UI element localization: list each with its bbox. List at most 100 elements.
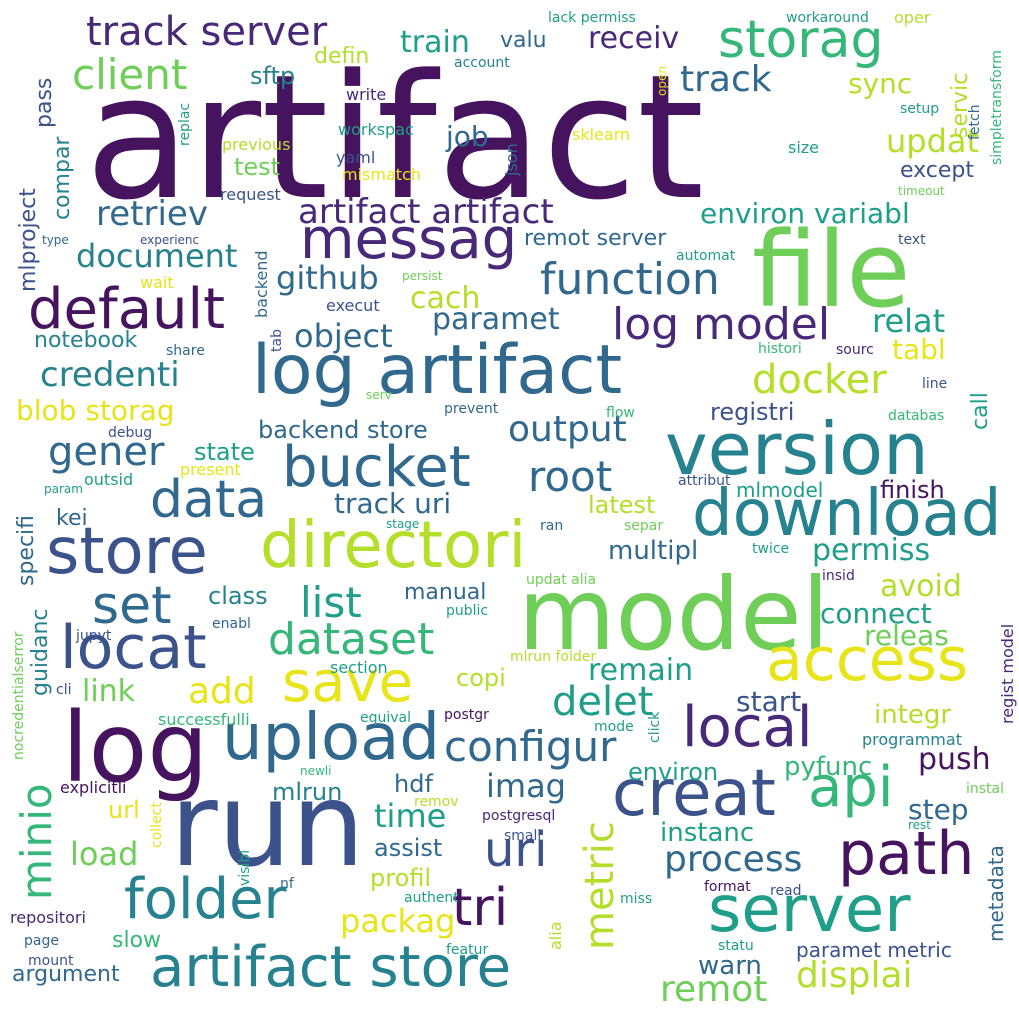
cloud-word: document xyxy=(76,237,238,275)
cloud-word: backend xyxy=(252,250,271,318)
cloud-word: present xyxy=(180,460,241,479)
cloud-word: explicitli xyxy=(60,778,127,797)
cloud-word: avoid xyxy=(880,569,962,604)
cloud-word: replac xyxy=(177,102,193,146)
cloud-word: instanc xyxy=(660,818,755,848)
cloud-word: successfulli xyxy=(158,710,250,729)
cloud-word: size xyxy=(788,138,820,157)
cloud-word: public xyxy=(446,603,489,619)
cloud-word: execut xyxy=(326,296,380,315)
cloud-word: share xyxy=(166,343,205,359)
cloud-word: mode xyxy=(594,719,634,735)
cloud-word: creat xyxy=(612,757,776,831)
cloud-word: multipl xyxy=(608,536,699,566)
cloud-word: text xyxy=(898,232,926,248)
cloud-word: version xyxy=(665,407,929,491)
cloud-word: sftp xyxy=(250,62,296,90)
cloud-word: imag xyxy=(486,767,566,805)
cloud-word: warn xyxy=(698,951,762,981)
cloud-word: upload xyxy=(222,701,440,775)
cloud-word: environ xyxy=(628,758,719,786)
cloud-word: metadata xyxy=(984,845,1008,942)
cloud-word: sync xyxy=(848,67,913,100)
cloud-word: oper xyxy=(894,8,931,27)
cloud-word: artifact artifact xyxy=(298,192,554,232)
cloud-word: rest xyxy=(908,818,932,832)
cloud-word: gener xyxy=(48,429,165,475)
cloud-word: authent xyxy=(404,890,459,906)
cloud-word: setup xyxy=(900,101,940,117)
cloud-word: messag xyxy=(300,207,518,272)
cloud-word: account xyxy=(454,55,510,71)
cloud-word: path xyxy=(838,819,975,889)
cloud-word: slow xyxy=(112,928,162,953)
cloud-word: integr xyxy=(874,700,952,730)
cloud-word: experienc xyxy=(140,233,200,247)
cloud-word: compar xyxy=(50,136,75,220)
cloud-word: dataset xyxy=(268,614,435,665)
cloud-word: start xyxy=(736,685,802,718)
cloud-word: time xyxy=(374,797,447,835)
cloud-word: list xyxy=(300,578,362,627)
cloud-word: equival xyxy=(360,710,412,726)
cloud-word: latest xyxy=(588,491,656,519)
cloud-word: jupyt xyxy=(76,628,112,644)
cloud-word: copi xyxy=(456,664,506,692)
cloud-word: step xyxy=(908,793,969,826)
cloud-word: write xyxy=(346,85,387,104)
cloud-word: track server xyxy=(86,9,328,55)
cloud-word: repositori xyxy=(10,908,86,927)
cloud-word: remov xyxy=(414,794,459,810)
cloud-word: updat alia xyxy=(526,572,597,588)
cloud-word: postgresql xyxy=(482,808,556,824)
cloud-word: server xyxy=(708,873,911,947)
cloud-word: call xyxy=(968,392,993,430)
cloud-word: permiss xyxy=(812,533,931,568)
cloud-word: click xyxy=(647,711,663,743)
cloud-word: workspac xyxy=(338,120,414,139)
cloud-word: profil xyxy=(370,864,432,892)
cloud-word: nocredentialserror xyxy=(11,631,27,760)
cloud-word: collect xyxy=(149,802,165,848)
cloud-word: mlrun xyxy=(272,778,343,806)
cloud-word: pyfunc xyxy=(784,752,873,782)
cloud-word: storag xyxy=(718,10,884,70)
cloud-word: root xyxy=(528,452,613,501)
cloud-word: retriev xyxy=(96,194,208,234)
cloud-word: sklearn xyxy=(572,125,631,144)
cloud-word: displai xyxy=(796,955,913,996)
cloud-word: param xyxy=(44,482,83,496)
cloud-word: output xyxy=(508,409,627,450)
cloud-word: miss xyxy=(620,891,653,907)
cloud-word: debug xyxy=(108,425,153,441)
cloud-word: page xyxy=(24,933,59,949)
cloud-word: wait xyxy=(140,273,174,292)
cloud-word: function xyxy=(540,254,720,305)
cloud-word: backend store xyxy=(258,416,428,444)
cloud-word: download xyxy=(692,477,1002,551)
cloud-word: previous xyxy=(222,135,291,154)
cloud-word: credenti xyxy=(40,355,180,395)
cloud-word: postgr xyxy=(444,707,489,723)
cloud-word: lack permiss xyxy=(548,10,636,26)
cloud-word: delet xyxy=(552,679,654,725)
cloud-word: log artifact xyxy=(252,331,623,410)
cloud-word: test xyxy=(234,153,281,181)
cloud-word: store xyxy=(46,515,208,589)
cloud-word: workaround xyxy=(786,10,869,26)
cloud-word: insid xyxy=(822,568,855,584)
cloud-word: regist model xyxy=(998,623,1017,724)
cloud-word: metric xyxy=(577,821,623,950)
cloud-word: log model xyxy=(612,299,831,350)
cloud-word: mlrun folder xyxy=(510,649,597,665)
cloud-word: automat xyxy=(676,248,736,264)
cloud-word: blob storag xyxy=(16,394,175,427)
cloud-word: state xyxy=(194,438,255,466)
cloud-word: assist xyxy=(374,834,443,862)
cloud-word: remain xyxy=(588,653,694,688)
cloud-word: tab xyxy=(269,329,285,352)
cloud-word: uri xyxy=(484,822,548,878)
cloud-word: tabl xyxy=(892,333,946,366)
cloud-word: timeout xyxy=(898,184,945,198)
cloud-word: attribut xyxy=(678,473,731,489)
